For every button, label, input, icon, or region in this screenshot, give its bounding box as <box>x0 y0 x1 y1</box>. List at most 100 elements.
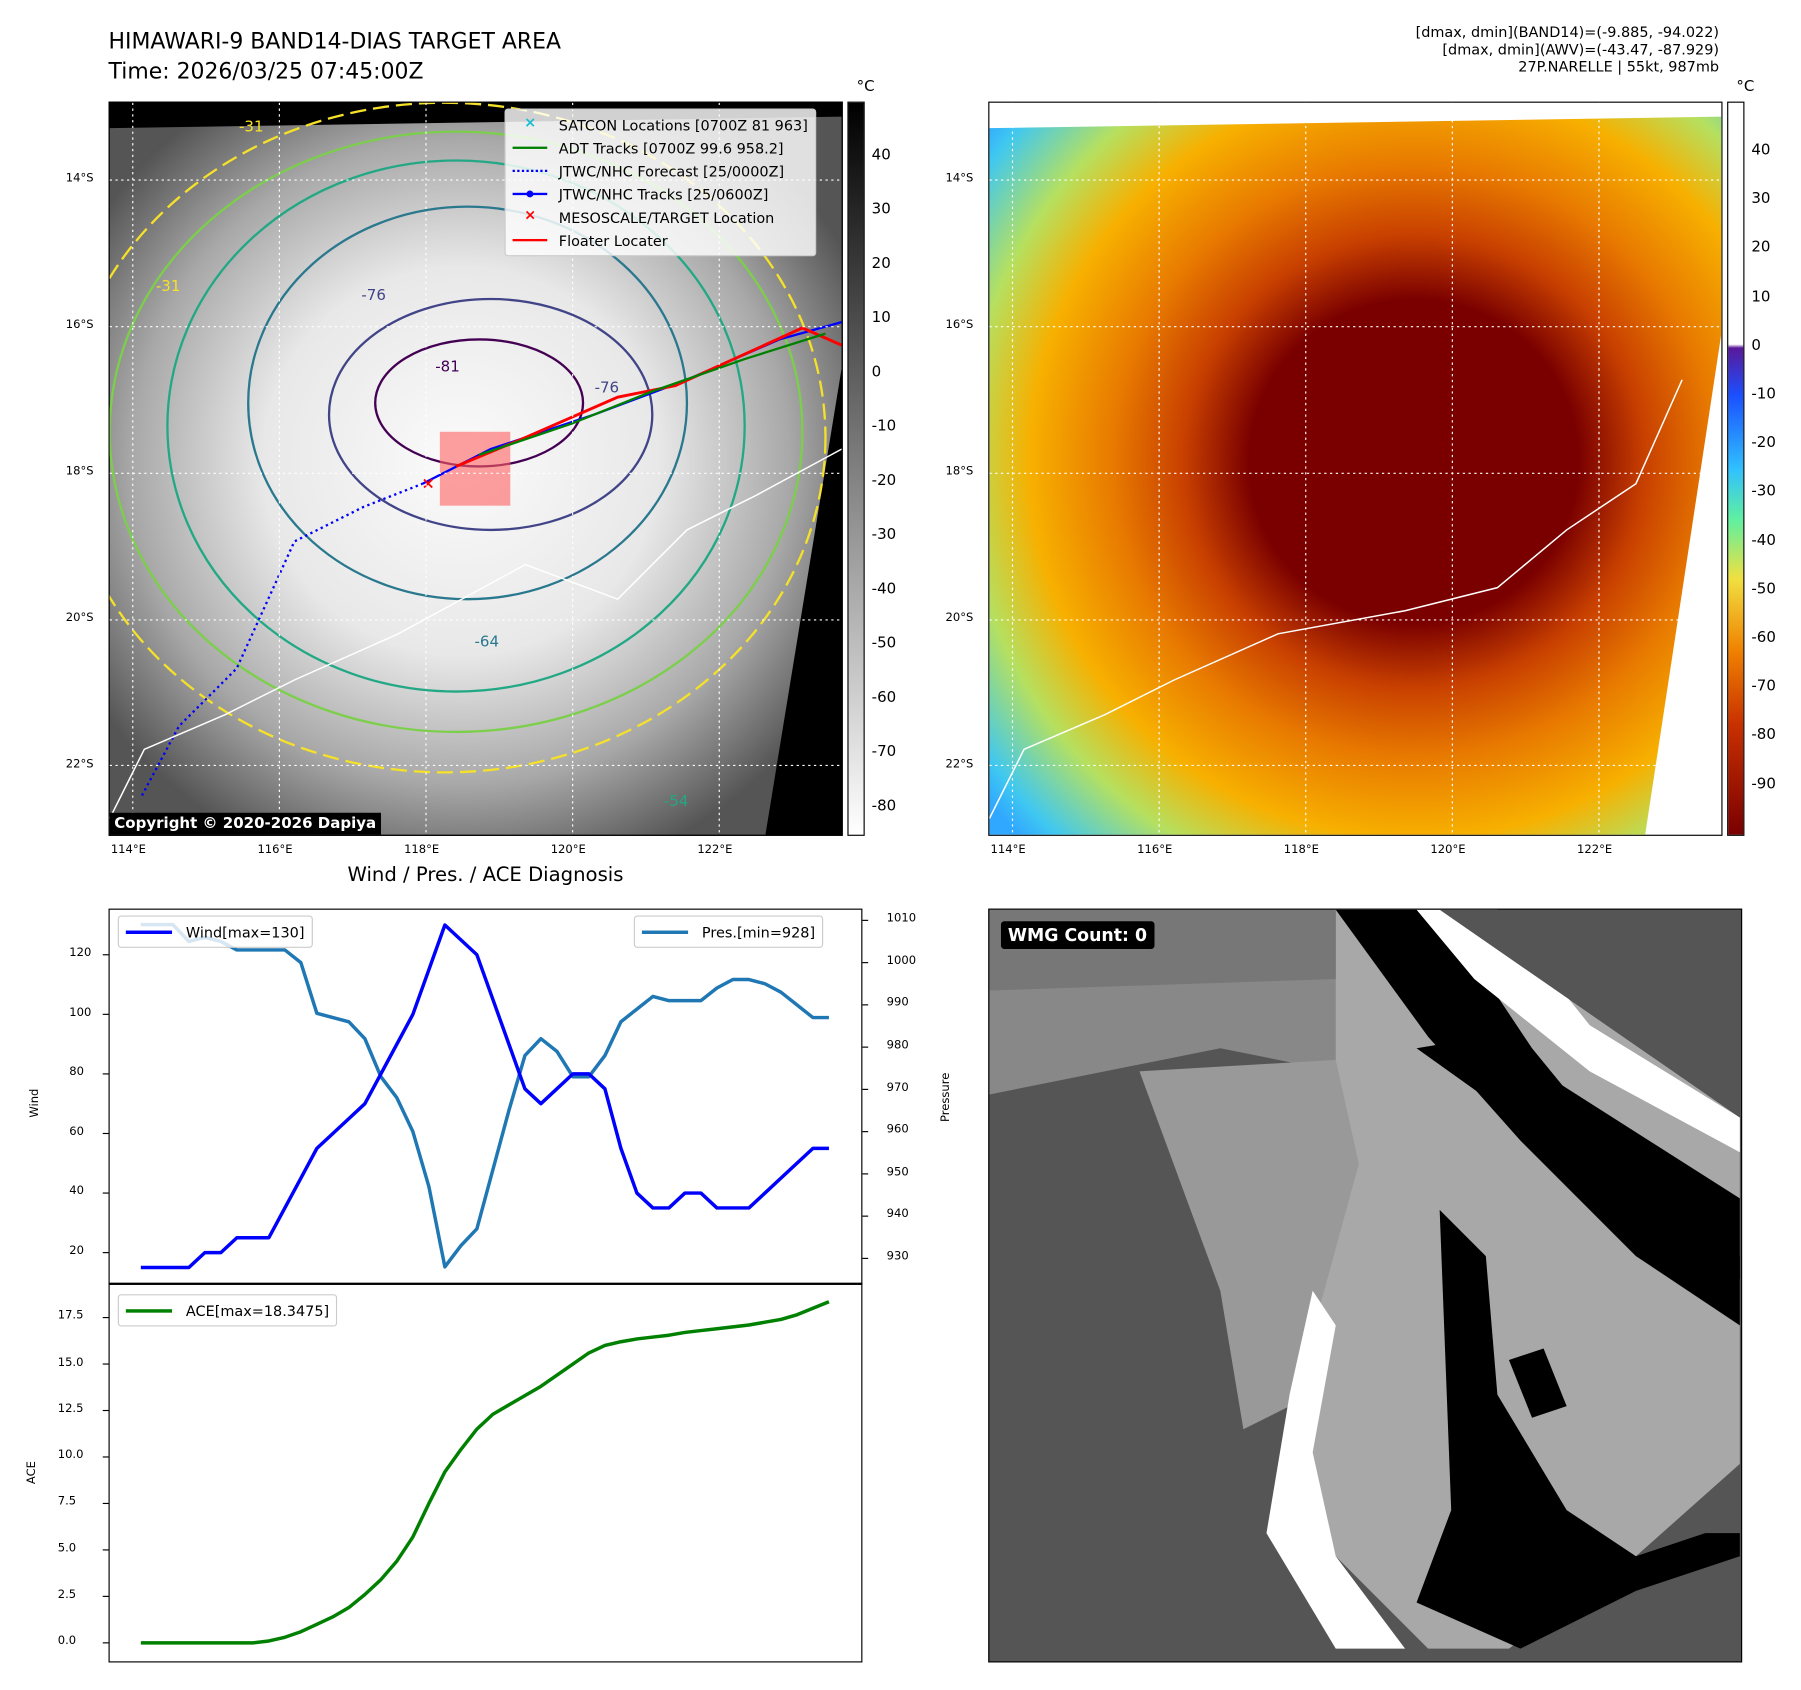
lon-label: 114°E <box>990 843 1026 857</box>
legend-label: Wind[max=130] <box>185 923 305 941</box>
ir-map-image: × <box>109 102 842 835</box>
legend-satcon: × SATCON Locations [0700Z 81 963] <box>513 113 808 136</box>
ace-line <box>140 1300 830 1645</box>
ir-colorbar-tick: -70 <box>871 743 897 761</box>
contour-label: -76 <box>361 287 386 305</box>
contour-label: -76 <box>594 379 620 398</box>
lat-label: 22°S <box>65 758 94 772</box>
ace-tick-label: 5.0 <box>57 1541 77 1555</box>
awv-colorbar-tick: -60 <box>1751 629 1776 647</box>
awv-colorbar-tick: -80 <box>1751 726 1776 744</box>
awv-colorbar-tick: -40 <box>1751 531 1776 550</box>
ir-colorbar-tick: -10 <box>871 417 897 436</box>
pressure-tick-label: 970 <box>886 1081 909 1094</box>
awv-colorbar-tick: -10 <box>1751 385 1776 403</box>
legend-label: SATCON Locations [0700Z 81 963] <box>558 116 808 134</box>
svg-text:×: × <box>421 473 435 492</box>
info-storm: 27P.NARELLE | 55kt, 987mb <box>1518 57 1720 76</box>
map-legend: × SATCON Locations [0700Z 81 963] ADT Tra… <box>504 108 816 257</box>
awv-colorbar-tick: -70 <box>1751 677 1776 696</box>
awv-map-image <box>989 102 1722 835</box>
ir-colorbar-tick: 40 <box>871 146 891 164</box>
awv-map-panel <box>988 101 1723 836</box>
ir-colorbar-tick: -60 <box>871 689 897 707</box>
wmg-panel: WMG Count: 0 <box>988 908 1743 1663</box>
wind-line <box>140 923 829 1270</box>
ir-colorbar-tick: -80 <box>871 797 897 816</box>
wind-tick-label: 40 <box>69 1184 84 1198</box>
pressure-tick-label: 940 <box>886 1208 909 1221</box>
contour-label: -64 <box>474 633 500 652</box>
pressure-tick-label: 990 <box>886 996 909 1010</box>
wind-tick-label: 80 <box>69 1065 84 1079</box>
ace-tick-label: 17.5 <box>57 1309 84 1323</box>
lat-label: 16°S <box>65 318 94 332</box>
ir-colorbar-tick: 10 <box>871 309 891 327</box>
legend-label: JTWC/NHC Tracks [25/0600Z] <box>558 185 769 203</box>
awv-colorbar-tick: -20 <box>1751 434 1776 452</box>
legend-tracks: JTWC/NHC Tracks [25/0600Z] <box>512 182 808 205</box>
lon-label: 120°E <box>1430 843 1466 857</box>
lon-label: 114°E <box>110 843 146 857</box>
stats-info: [dmax, dmin](BAND14)=(-9.885, -94.022) [… <box>1416 23 1719 75</box>
pressure-tick-label: 1000 <box>886 954 917 968</box>
ir-colorbar-tick: -20 <box>871 472 897 490</box>
lat-label: 22°S <box>945 758 974 772</box>
ace-tick-label: 7.5 <box>57 1495 77 1509</box>
line-swatch-icon <box>512 233 548 247</box>
line-dot-icon <box>512 187 548 201</box>
pressure-tick-label: 1010 <box>886 912 917 925</box>
wind-tick-label: 20 <box>69 1244 84 1258</box>
figure-title: HIMAWARI-9 BAND14-DIAS TARGET AREA <box>108 28 561 55</box>
awv-colorbar-tick: -30 <box>1751 483 1776 501</box>
lat-label: 14°S <box>945 172 974 185</box>
wind-tick-label: 100 <box>69 1006 92 1019</box>
contour-label: -31 <box>238 118 264 137</box>
lon-label: 120°E <box>550 843 586 857</box>
awv-colorbar <box>1727 101 1745 836</box>
awv-colorbar-tick: 40 <box>1751 142 1771 160</box>
legend-label: ACE[max=18.3475] <box>185 1301 330 1320</box>
pressure-tick-label: 980 <box>886 1039 909 1052</box>
dotted-line-icon <box>512 164 548 178</box>
ace-tick-label: 0.0 <box>57 1634 77 1648</box>
pressure-legend: Pres.[min=928] <box>633 915 824 948</box>
awv-colorbar-tick: 30 <box>1751 190 1771 209</box>
lon-label: 118°E <box>1283 843 1319 857</box>
lon-label: 118°E <box>404 843 440 857</box>
awv-colorbar-tick: 20 <box>1751 239 1771 257</box>
lon-label: 116°E <box>1137 843 1173 857</box>
line-swatch-icon <box>512 141 548 155</box>
x-marker-icon: × <box>524 113 537 131</box>
chart-title: Wind / Pres. / ACE Diagnosis <box>347 863 624 887</box>
wmg-count-badge: WMG Count: 0 <box>1000 921 1154 949</box>
wind-legend: Wind[max=130] <box>117 915 313 948</box>
contour-label: -81 <box>435 359 460 377</box>
diagnosis-chart-frame <box>108 908 863 1663</box>
wmg-image <box>989 909 1740 1649</box>
ir-colorbar-tick: 0 <box>871 363 882 381</box>
legend-floater: Floater Locater <box>512 229 808 252</box>
copyright-badge: Copyright © 2020-2026 Dapiya <box>109 812 381 835</box>
contour-label: -31 <box>155 278 181 296</box>
contour-label: -54 <box>663 793 689 811</box>
lon-label: 122°E <box>1577 843 1613 857</box>
figure-time: Time: 2026/03/25 07:45:00Z <box>108 58 424 85</box>
lat-label: 20°S <box>65 611 94 625</box>
ir-colorbar-tick: -40 <box>871 580 897 599</box>
ir-map-panel: × -31 -31 -76 -81 -76 -64 -54 Copyright … <box>108 101 843 836</box>
wind-tick-label: 120 <box>69 946 92 960</box>
ir-colorbar <box>847 101 865 836</box>
wind-tick-label: 60 <box>69 1125 84 1139</box>
pressure-line <box>140 922 829 1269</box>
lat-label: 18°S <box>65 465 94 478</box>
awv-colorbar-tick: -90 <box>1751 775 1776 793</box>
ace-tick-label: 2.5 <box>57 1588 77 1602</box>
x-marker-icon: × <box>524 205 537 223</box>
pressure-tick-label: 930 <box>886 1250 909 1264</box>
ir-colorbar-tick: -30 <box>871 526 897 544</box>
pressure-tick-label: 950 <box>886 1165 909 1179</box>
ir-colorbar-unit: °C <box>856 78 875 96</box>
ace-tick-label: 15.0 <box>57 1355 84 1369</box>
